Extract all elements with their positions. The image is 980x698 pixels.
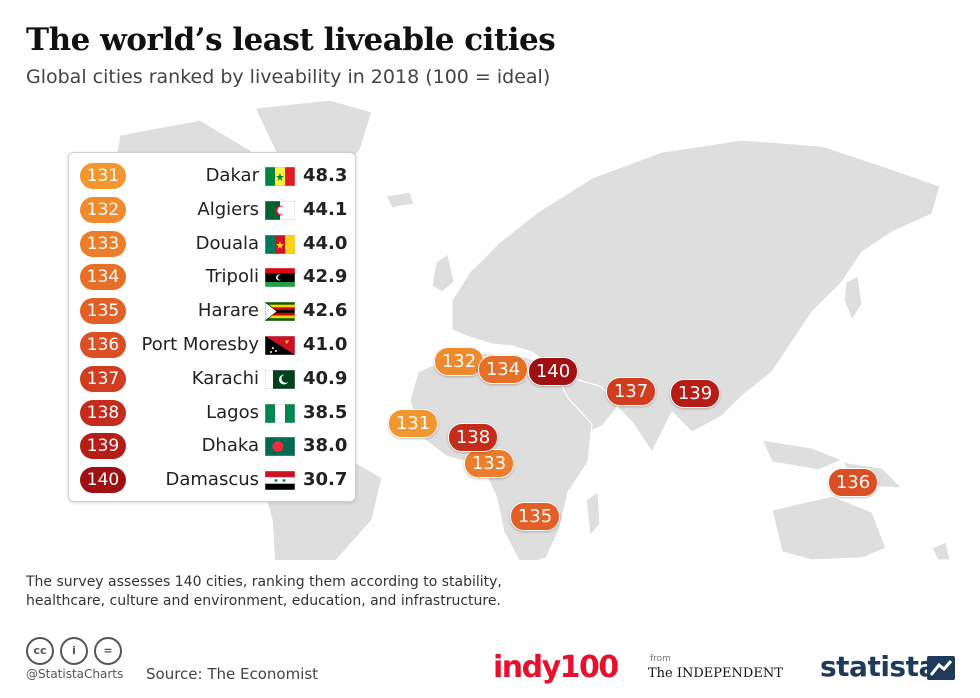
rank-badge: 140 (80, 467, 126, 494)
city-name: Damascus (165, 469, 259, 491)
city-name: Harare (197, 300, 259, 322)
map-marker: 139 (670, 379, 720, 408)
flag-icon (265, 369, 295, 389)
liveability-score: 48.3 (303, 165, 348, 186)
liveability-score: 44.1 (303, 198, 348, 220)
statista-handle[interactable]: @StatistaCharts (26, 667, 124, 681)
city-name: Algiers (197, 198, 259, 220)
cc-icon[interactable]: cc (26, 637, 54, 665)
legend-row: 138 Lagos 38.5 (69, 396, 355, 430)
city-name: Lagos (206, 401, 259, 423)
liveability-score: 30.7 (303, 469, 348, 491)
rank-badge: 134 (80, 264, 126, 291)
map-marker: 138 (448, 423, 498, 452)
city-name: Karachi (191, 367, 259, 389)
legend-table: 131 Dakar 48.3 132 Algiers 44.1 133 Douala 44.0 1… (68, 152, 356, 502)
from-label: from (650, 654, 671, 664)
liveability-score: 41.0 (303, 334, 348, 355)
flag-icon (265, 268, 295, 288)
no-derivatives-icon[interactable]: = (94, 637, 122, 665)
flag-icon (265, 403, 295, 423)
rank-badge: 133 (80, 230, 126, 257)
page-subtitle: Global cities ranked by liveability in 2… (26, 66, 551, 88)
legend-row: 139 Dhaka 38.0 (69, 429, 355, 463)
liveability-score: 40.9 (303, 367, 348, 389)
city-name: Port Moresby (141, 334, 259, 355)
flag-icon (265, 302, 295, 322)
map-marker: 132 (434, 347, 484, 376)
map-marker: 136 (828, 468, 878, 497)
indy100-logo[interactable]: indy100 (493, 650, 619, 685)
liveability-score: 42.9 (303, 266, 348, 288)
rank-badge: 137 (80, 365, 126, 392)
legend-row: 137 Karachi 40.9 (69, 362, 355, 396)
map-marker: 140 (528, 357, 578, 386)
attribution-icon[interactable]: i (60, 637, 88, 665)
legend-row: 133 Douala 44.0 (69, 227, 355, 261)
flag-icon (265, 234, 295, 254)
legend-row: 135 Harare 42.6 (69, 294, 355, 328)
city-name: Tripoli (205, 266, 259, 288)
legend-row: 134 Tripoli 42.9 (69, 260, 355, 294)
liveability-score: 38.0 (303, 435, 348, 457)
rank-badge: 136 (80, 332, 126, 358)
legend-row: 140 Damascus 30.7 (69, 463, 355, 497)
statista-logo-icon (927, 656, 955, 680)
liveability-score: 38.5 (303, 401, 348, 423)
liveability-score: 44.0 (303, 232, 348, 254)
rank-badge: 135 (80, 298, 126, 325)
map-marker: 131 (388, 409, 438, 438)
city-name: Dhaka (201, 435, 259, 457)
rank-badge: 132 (80, 196, 126, 223)
city-name: Douala (195, 232, 259, 254)
statista-logo[interactable]: statista (820, 650, 937, 683)
flag-icon (265, 437, 295, 457)
city-name: Dakar (205, 165, 259, 186)
rank-badge: 138 (80, 399, 126, 426)
legend-row: 136 Port Moresby 41.0 (69, 328, 355, 362)
legend-row: 132 Algiers 44.1 (69, 193, 355, 227)
map-marker: 133 (464, 449, 514, 478)
liveability-score: 42.6 (303, 300, 348, 322)
flag-icon (265, 336, 295, 355)
independent-logo[interactable]: The INDEPENDENT (648, 666, 783, 681)
rank-badge: 139 (80, 433, 126, 460)
map-marker: 134 (478, 355, 528, 384)
flag-icon (265, 471, 295, 491)
survey-note: The survey assesses 140 cities, ranking … (26, 574, 502, 609)
map-marker: 137 (606, 377, 656, 406)
rank-badge: 131 (80, 163, 126, 189)
legend-row: 131 Dakar 48.3 (69, 159, 355, 193)
page-title: The world’s least liveable cities (26, 22, 556, 58)
source-label: Source: The Economist (146, 665, 319, 683)
flag-icon (265, 167, 295, 186)
flag-icon (265, 200, 295, 220)
map-marker: 135 (510, 502, 560, 531)
